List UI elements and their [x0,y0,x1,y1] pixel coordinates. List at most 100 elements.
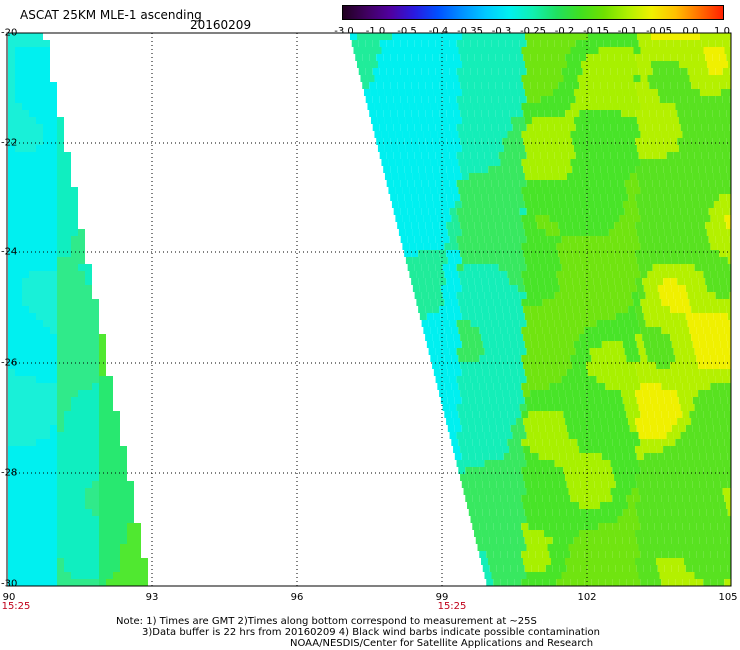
swath-cell [600,334,608,341]
swath-cell [626,47,634,54]
swath-cell [656,502,664,509]
swath-cell [579,390,587,397]
swath-cell [717,327,725,334]
swath-cell [491,376,499,383]
swath-cell [612,327,620,334]
swath-cell [64,187,71,194]
swath-cell [650,173,658,180]
swath-cell [640,159,648,166]
swath-cell [712,306,720,313]
swath-cell [134,523,141,530]
swath-cell [712,558,720,565]
swath-cell [8,334,15,341]
swath-cell [421,236,429,243]
swath-cell [710,579,718,586]
swath-cell [559,537,567,544]
swath-cell [645,488,653,495]
swath-cell [421,292,429,299]
swath-cell [554,404,562,411]
swath-cell [559,565,567,572]
swath-cell [36,159,43,166]
swath-cell [43,411,50,418]
swath-cell [15,516,22,523]
swath-cell [502,530,510,537]
swath-cell [493,383,501,390]
swath-cell [558,474,566,481]
swath-cell [447,173,455,180]
swath-cell [99,369,106,376]
swath-cell [57,397,64,404]
swath-cell [542,131,550,138]
swath-cell [15,236,22,243]
swath-cell [36,47,43,54]
swath-cell [391,201,399,208]
swath-cell [552,173,560,180]
swath-cell [724,75,731,82]
swath-cell [517,565,525,572]
swath-cell [502,446,510,453]
swath-cell [495,278,503,285]
swath-cell [57,369,64,376]
swath-cell [598,75,606,82]
swath-cell [439,82,447,89]
swath-cell [113,446,120,453]
swath-cell [638,516,646,523]
swath-cell [474,390,482,397]
swath-cell [686,33,693,40]
swath-cell [547,124,555,131]
swath-cell [50,264,57,271]
lat-label: -26 [1,357,18,369]
swath-cell [36,411,43,418]
swath-cell [78,418,85,425]
swath-cell [43,341,50,348]
swath-cell [510,89,518,96]
swath-cell [664,61,672,68]
swath-cell [472,299,480,306]
swath-cell [419,117,427,124]
swath-cell [493,215,501,222]
swath-cell [456,264,464,271]
swath-cell [563,579,571,586]
swath-cell [706,369,714,376]
swath-cell [36,390,43,397]
swath-cell [413,33,420,40]
swath-cell [470,40,478,47]
swath-cell [668,467,676,474]
swath-cell [668,75,676,82]
swath-cell [647,439,655,446]
swath-cell [551,54,559,61]
swath-cell [575,208,583,215]
swath-cell [530,250,538,257]
swath-cell [552,453,560,460]
swath-cell [617,348,625,355]
swath-cell [579,474,587,481]
swath-cell [36,222,43,229]
swath-cell [577,495,585,502]
swath-cell [435,96,443,103]
swath-cell [671,425,679,432]
swath-cell [652,460,660,467]
swath-cell [71,467,78,474]
swath-cell [542,383,550,390]
swath-cell [677,558,685,565]
swath-cell [36,502,43,509]
swath-cell [418,82,426,89]
swath-cell [85,495,92,502]
swath-cell [516,418,524,425]
swath-cell [495,446,503,453]
swath-cell [120,453,127,460]
swath-cell [481,390,489,397]
swath-cell [591,299,599,306]
swath-cell [699,397,707,404]
swath-cell [29,446,36,453]
swath-cell [708,152,716,159]
swath-cell [36,551,43,558]
swath-cell [36,418,43,425]
swath-cell [439,138,447,145]
swath-cell [656,82,664,89]
swath-cell [85,390,92,397]
swath-cell [15,299,22,306]
swath-cell [692,537,700,544]
swath-cell [656,110,664,117]
swath-cell [64,572,71,579]
